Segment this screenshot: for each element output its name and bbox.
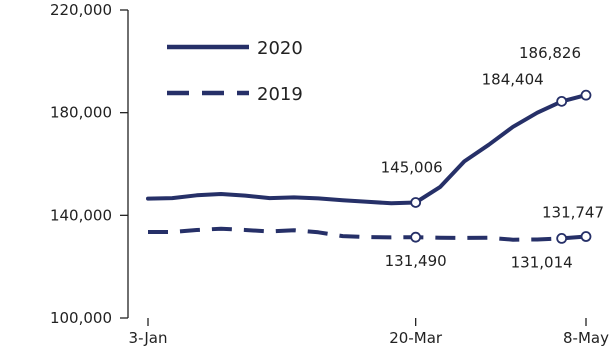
data-point-marker (410, 231, 422, 243)
data-point-marker (580, 89, 592, 101)
data-point-marker (556, 95, 568, 107)
data-label: 131,490 (385, 252, 447, 270)
data-point-marker (580, 231, 592, 242)
data-point-marker (410, 197, 422, 208)
series-line-2020 (146, 93, 588, 206)
legend: 2020 2019 (167, 38, 303, 105)
series-group (146, 93, 588, 242)
y-tick-group: 100,000 140,000 180,000 220,000 (50, 1, 128, 327)
data-label: 186,826 (519, 44, 581, 62)
data-label: 145,006 (381, 158, 443, 176)
y-tick-label: 220,000 (50, 1, 112, 19)
data-point-marker (556, 232, 568, 244)
x-tick-label: 20-Mar (389, 329, 443, 347)
legend-label-2019: 2019 (257, 84, 303, 105)
y-tick-label: 180,000 (50, 104, 112, 122)
markers-group (410, 89, 592, 244)
y-tick-label: 140,000 (50, 206, 112, 224)
data-label: 131,014 (511, 253, 573, 271)
x-tick-label: 3-Jan (129, 329, 168, 347)
data-label: 131,747 (542, 204, 604, 222)
x-axis: 3-Jan 20-Mar 8-May (129, 318, 609, 347)
data-label: 184,404 (482, 70, 544, 88)
data-labels-group: 145,006 184,404 186,826 131,490 131,014 131,7… (381, 44, 604, 271)
series-line-2019 (148, 226, 587, 242)
legend-label-2020: 2020 (257, 38, 303, 59)
x-tick-label: 8-May (563, 329, 609, 347)
y-tick-label: 100,000 (50, 309, 112, 327)
